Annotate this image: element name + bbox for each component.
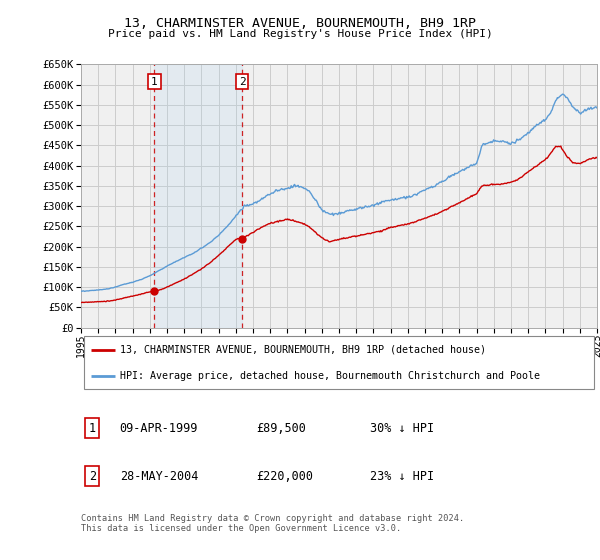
Bar: [154, 64, 242, 328]
Text: 1: 1: [151, 77, 158, 86]
Text: HPI: Average price, detached house, Bournemouth Christchurch and Poole: HPI: Average price, detached house, Bour…: [119, 371, 540, 381]
Text: 23% ↓ HPI: 23% ↓ HPI: [370, 470, 434, 483]
Text: Contains HM Land Registry data © Crown copyright and database right 2024.
This d: Contains HM Land Registry data © Crown c…: [81, 514, 464, 534]
Text: Price paid vs. HM Land Registry's House Price Index (HPI): Price paid vs. HM Land Registry's House …: [107, 29, 493, 39]
Text: 2: 2: [239, 77, 246, 86]
Text: 13, CHARMINSTER AVENUE, BOURNEMOUTH, BH9 1RP: 13, CHARMINSTER AVENUE, BOURNEMOUTH, BH9…: [124, 17, 476, 30]
Text: 1: 1: [89, 422, 96, 435]
Text: 13, CHARMINSTER AVENUE, BOURNEMOUTH, BH9 1RP (detached house): 13, CHARMINSTER AVENUE, BOURNEMOUTH, BH9…: [119, 344, 486, 354]
Text: 2: 2: [89, 470, 96, 483]
FancyBboxPatch shape: [83, 336, 595, 389]
Text: 09-APR-1999: 09-APR-1999: [119, 422, 198, 435]
Text: 30% ↓ HPI: 30% ↓ HPI: [370, 422, 434, 435]
Text: £220,000: £220,000: [256, 470, 313, 483]
Text: £89,500: £89,500: [256, 422, 307, 435]
Text: 28-MAY-2004: 28-MAY-2004: [119, 470, 198, 483]
